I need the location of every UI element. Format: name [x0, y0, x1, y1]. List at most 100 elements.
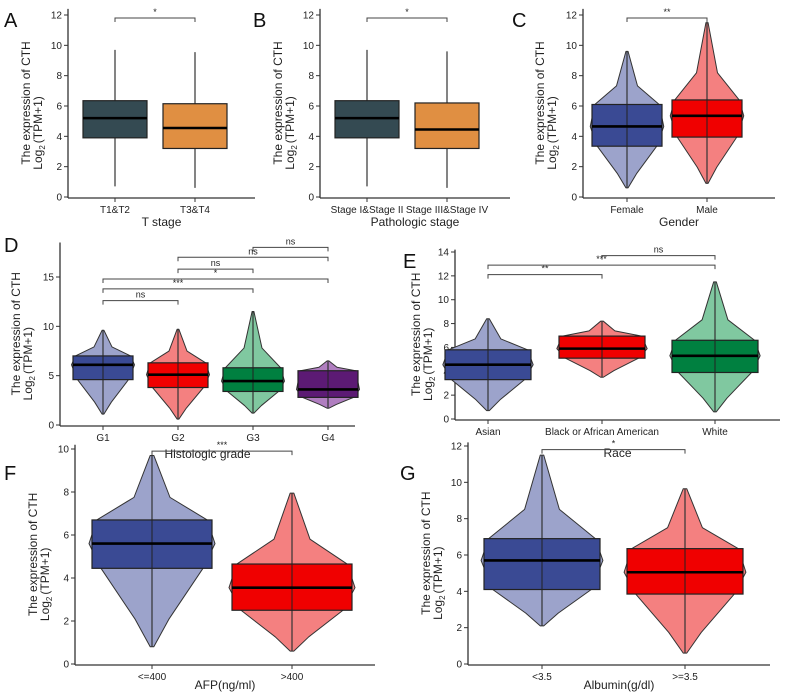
y-tick-label: 10	[303, 41, 315, 52]
y-tick-label: 6	[63, 531, 69, 542]
y-tick-label: 14	[438, 248, 450, 259]
group-1: Black or African American	[545, 320, 659, 438]
y-axis-label-line1: The expression of CTH	[19, 41, 33, 164]
significance-label: ns	[286, 236, 296, 246]
significance-bracket	[541, 449, 686, 454]
y-tick-label: 10	[451, 478, 463, 489]
significance-label: *	[405, 7, 409, 17]
panel-label: A	[4, 10, 18, 32]
y-axis-label-line1: The expression of CTH	[271, 41, 285, 164]
y-axis-label-unit: (TPM+1)	[431, 546, 445, 593]
significance-bracket	[177, 268, 254, 274]
significance-bracket	[102, 278, 329, 283]
x-tick-label: Male	[696, 205, 718, 216]
group-0: Female	[589, 50, 665, 216]
panel-label: D	[4, 235, 18, 257]
y-tick-label: 4	[63, 574, 69, 585]
significance-label: *	[214, 268, 218, 278]
significance-label: ns	[654, 245, 664, 255]
x-tick-label: White	[702, 427, 728, 438]
y-axis-label-sub: 2	[428, 376, 437, 381]
group-1: >=3.5	[623, 488, 747, 683]
y-tick-label: 12	[438, 271, 450, 282]
group-2: G3	[221, 311, 285, 444]
significance-bracket	[114, 17, 196, 23]
y-tick-label: 12	[451, 442, 463, 453]
significance-label: ***	[173, 278, 184, 288]
y-axis-label-sub: 2	[438, 595, 447, 600]
significance-bracket	[487, 264, 716, 270]
y-tick-label: 6	[308, 102, 314, 113]
group-0: Stage I&Stage II	[331, 49, 404, 216]
x-tick-label: T1&T2	[100, 205, 130, 216]
y-tick-label: 8	[571, 71, 577, 82]
significance-bracket	[487, 274, 603, 279]
y-tick-label: 4	[456, 587, 462, 598]
group-2: White	[669, 281, 761, 438]
y-axis-label-unit: (TPM+1)	[21, 327, 35, 374]
panel-label: F	[4, 463, 16, 485]
y-tick-label: 0	[63, 660, 69, 671]
y-tick-label: 6	[56, 102, 62, 113]
significance-label: **	[541, 264, 549, 274]
x-axis-label: Histologic grade	[164, 447, 250, 461]
y-axis-label-line1: The expression of CTH	[419, 491, 433, 614]
y-axis-label-sub: 2	[290, 145, 299, 150]
y-tick-label: 15	[43, 273, 55, 284]
x-tick-label: Black or African American	[545, 427, 659, 438]
y-tick-label: 0	[56, 193, 62, 204]
y-tick-label: 10	[566, 41, 578, 52]
significance-label: ***	[217, 440, 228, 450]
y-axis-label-line1: The expression of CTH	[9, 272, 23, 395]
y-tick-label: 12	[51, 11, 63, 22]
y-tick-label: 10	[43, 322, 55, 333]
y-tick-label: 0	[443, 415, 449, 426]
y-tick-label: 2	[443, 391, 449, 402]
x-tick-label: G1	[96, 433, 110, 444]
x-axis-label: Gender	[659, 215, 699, 229]
y-tick-label: 0	[48, 421, 54, 432]
y-axis-label-log: Log	[21, 380, 35, 400]
y-axis-label-log: Log	[38, 601, 52, 621]
y-axis-label-sub: 2	[45, 596, 54, 601]
y-axis-label-log: Log	[431, 600, 445, 620]
x-axis-label: T stage	[142, 215, 182, 229]
y-tick-label: 2	[56, 162, 62, 173]
y-tick-label: 6	[571, 102, 577, 113]
group-1: Stage III&Stage IV	[406, 51, 488, 216]
x-tick-label: G4	[321, 433, 335, 444]
x-tick-label: G2	[171, 433, 185, 444]
significance-bracket	[102, 300, 179, 305]
x-tick-label: G3	[246, 433, 260, 444]
x-tick-label: Stage I&Stage II	[331, 205, 404, 216]
y-tick-label: 2	[456, 623, 462, 634]
panel-label: G	[400, 463, 416, 485]
significance-label: *	[612, 439, 616, 449]
y-tick-label: 2	[308, 162, 314, 173]
y-tick-label: 8	[308, 71, 314, 82]
significance-label: ns	[211, 258, 221, 268]
significance-bracket	[366, 17, 448, 23]
y-axis-label: The expression of CTHLog2(TPM+1)	[26, 493, 54, 621]
y-axis-label: The expression of CTHLog2(TPM+1)	[9, 272, 37, 400]
y-tick-label: 2	[63, 617, 69, 628]
x-tick-label: T3&T4	[180, 205, 210, 216]
x-tick-label: >=3.5	[672, 672, 698, 683]
group-0: <3.5	[480, 454, 604, 683]
y-tick-label: 8	[63, 488, 69, 499]
y-tick-label: 0	[308, 193, 314, 204]
y-tick-label: 4	[571, 132, 577, 143]
group-1: G2	[146, 328, 210, 444]
significance-bracket	[151, 450, 293, 456]
group-3: G4	[296, 360, 360, 444]
panel-label: E	[403, 251, 416, 273]
significance-bracket	[177, 256, 329, 262]
y-axis-label-sub: 2	[38, 145, 47, 150]
y-tick-label: 8	[456, 514, 462, 525]
panel-label: C	[512, 10, 526, 32]
y-axis-label-unit: (TPM+1)	[545, 96, 559, 143]
x-axis-label: Race	[603, 446, 631, 460]
